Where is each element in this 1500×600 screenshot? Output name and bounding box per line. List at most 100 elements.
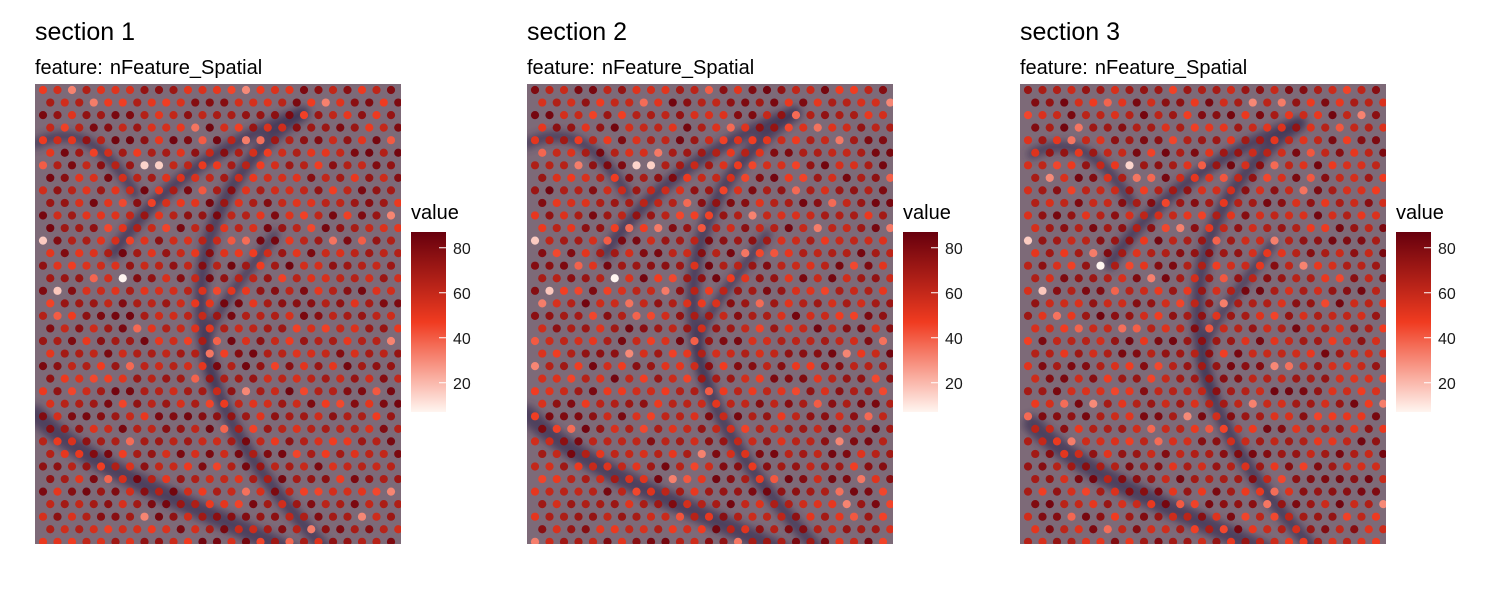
- spot: [849, 537, 859, 544]
- spot: [350, 374, 359, 383]
- spot: [1031, 349, 1040, 358]
- spot: [1248, 324, 1257, 333]
- spot: [111, 362, 120, 371]
- spot: [394, 223, 401, 233]
- spot: [263, 274, 272, 283]
- spot: [278, 424, 287, 433]
- spot: [328, 387, 338, 396]
- spot: [133, 525, 142, 534]
- spot: [770, 198, 779, 208]
- spot: [1299, 211, 1308, 220]
- spot: [162, 148, 171, 157]
- spot: [104, 249, 113, 258]
- spot: [198, 512, 207, 521]
- spot: [285, 487, 294, 496]
- spot: [1147, 274, 1156, 283]
- spot: [625, 223, 634, 233]
- spot: [96, 437, 106, 446]
- spot: [46, 424, 55, 433]
- spot: [625, 198, 634, 208]
- spot: [1357, 161, 1366, 170]
- spot: [328, 236, 338, 245]
- spot: [668, 98, 677, 107]
- spot: [799, 399, 808, 408]
- spot: [820, 85, 830, 95]
- spot: [1103, 349, 1112, 358]
- spot: [1183, 236, 1192, 245]
- spot: [82, 85, 91, 95]
- spot: [321, 474, 330, 484]
- spot: [372, 261, 381, 270]
- spot: [1205, 374, 1214, 383]
- spot: [96, 487, 106, 496]
- spot: [1263, 173, 1272, 182]
- spot: [610, 123, 619, 132]
- spot: [1197, 211, 1207, 220]
- spot: [828, 399, 837, 408]
- spot: [227, 311, 236, 320]
- spot: [545, 111, 554, 120]
- spot: [1132, 424, 1141, 433]
- spot: [357, 412, 367, 421]
- spot: [886, 374, 893, 383]
- spot: [379, 198, 388, 208]
- spot: [1313, 487, 1323, 496]
- spot: [1241, 236, 1250, 245]
- spot: [1328, 286, 1337, 295]
- spot: [806, 186, 815, 195]
- spot: [1219, 98, 1228, 107]
- spot: [328, 85, 338, 95]
- spot: [133, 299, 142, 308]
- spot: [719, 336, 728, 346]
- spot: [386, 537, 396, 544]
- spot: [1154, 286, 1163, 295]
- spot: [1183, 261, 1192, 270]
- spot: [299, 161, 309, 170]
- spot: [828, 249, 837, 258]
- spot: [1241, 462, 1250, 471]
- spot: [683, 449, 692, 459]
- spot: [625, 274, 634, 283]
- spot: [241, 437, 251, 446]
- spot: [365, 399, 374, 408]
- spot: [53, 261, 62, 270]
- spot: [849, 136, 859, 145]
- spot: [75, 249, 84, 258]
- spot: [552, 198, 561, 208]
- spot: [46, 399, 55, 408]
- spot: [646, 437, 656, 446]
- spot: [89, 374, 98, 383]
- spot: [1212, 261, 1221, 270]
- spot: [581, 198, 590, 208]
- spot: [1241, 136, 1250, 145]
- spot: [661, 412, 670, 421]
- spot: [38, 186, 48, 195]
- spot: [1110, 261, 1120, 270]
- spot: [205, 223, 214, 233]
- spot: [828, 198, 837, 208]
- spot: [1350, 98, 1359, 107]
- spot: [1226, 362, 1236, 371]
- spot: [328, 487, 338, 496]
- spot: [545, 387, 554, 396]
- spot: [712, 198, 721, 208]
- spot: [176, 324, 185, 333]
- spot: [1263, 474, 1272, 484]
- spot: [386, 85, 396, 95]
- spot: [96, 537, 106, 544]
- spot: [871, 98, 880, 107]
- spot: [1132, 349, 1141, 358]
- spot: [530, 85, 540, 95]
- spot: [270, 512, 280, 521]
- spot: [1045, 173, 1054, 182]
- spot: [726, 173, 735, 182]
- spot: [67, 186, 77, 195]
- spot: [220, 349, 229, 358]
- spot: [813, 374, 822, 383]
- spot: [1183, 111, 1192, 120]
- spot: [96, 412, 106, 421]
- spot: [820, 211, 830, 220]
- spot: [871, 424, 880, 433]
- spot: [878, 85, 888, 95]
- spot: [1226, 387, 1236, 396]
